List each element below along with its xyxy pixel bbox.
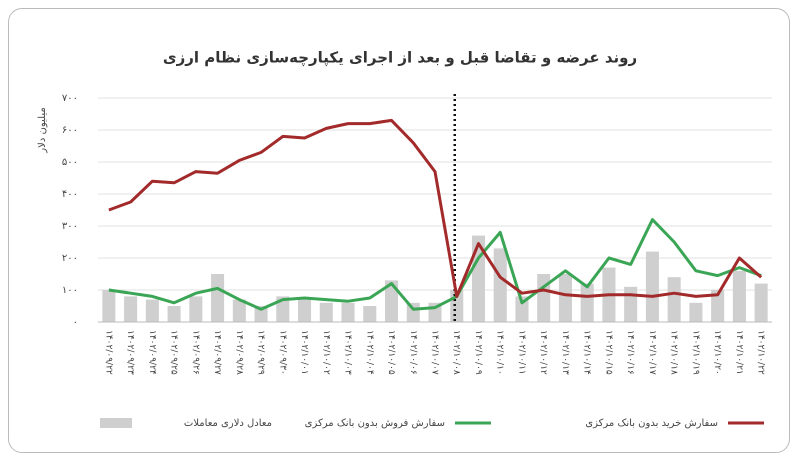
- bar: [276, 296, 290, 322]
- bar: [558, 274, 572, 322]
- bar: [189, 296, 203, 322]
- y-tick-label: ۳۰۰: [62, 221, 78, 232]
- chart-card: [8, 8, 790, 453]
- x-tick-label: ۱۴۰۲/۱۰/۱۲: [538, 330, 548, 375]
- line: [108, 118, 763, 298]
- x-tick-label: ۱۴۰۲/۱۰/۱۱: [516, 330, 526, 375]
- legend-label: معادل دلاری معاملات: [184, 418, 272, 429]
- x-tick-label: ۱۴۰۲/۰۹/۲۷: [212, 330, 222, 375]
- y-tick-label: ۶۰۰: [62, 125, 78, 136]
- bar: [580, 283, 594, 322]
- bar: [298, 298, 312, 322]
- x-tick-label: ۱۴۰۲/۰۹/۲۶: [190, 330, 200, 375]
- line: [108, 218, 762, 311]
- y-tick-label: ۱۰۰: [62, 285, 78, 296]
- x-tick-label: ۱۴۰۲/۱۰/۰۶: [408, 330, 418, 375]
- x-tick-label: ۱۴۰۲/۱۰/۲۱: [734, 330, 744, 375]
- bar: [341, 302, 355, 322]
- y-tick-label: ۷۰۰: [62, 93, 78, 104]
- y-tick-label: ۴۰۰: [62, 189, 78, 200]
- y-tick-label: ۰: [73, 317, 78, 328]
- bar: [689, 302, 703, 322]
- x-tick-label: ۱۴۰۲/۱۰/۱۰: [495, 330, 505, 375]
- bar: [515, 296, 529, 322]
- legend-label: سفارش خرید بدون بانک مرکزی: [585, 418, 718, 429]
- x-tick-label: ۱۴۰۲/۱۰/۲۲: [756, 330, 766, 375]
- x-tick-label: ۱۴۰۲/۱۰/۱۴: [582, 330, 592, 375]
- bar: [667, 277, 681, 322]
- bar: [124, 296, 138, 322]
- x-tick-label: ۱۴۰۲/۱۰/۰۳: [343, 330, 353, 375]
- bar: [537, 274, 551, 322]
- bar: [471, 235, 486, 322]
- bar: [645, 251, 659, 322]
- bar: [624, 286, 638, 322]
- bar: [319, 302, 333, 322]
- bar: [493, 248, 507, 322]
- bar: [754, 283, 768, 322]
- x-tick-label: ۱۴۰۲/۱۰/۰۹: [473, 330, 483, 375]
- x-tick-label: ۱۴۰۲/۱۰/۱۵: [603, 330, 613, 375]
- x-tick-label: ۱۴۰۲/۰۹/۲۵: [169, 330, 179, 375]
- x-tick-label: ۱۴۰۲/۱۰/۱۷: [647, 330, 657, 375]
- bar: [384, 280, 399, 322]
- x-tick-label: ۱۴۰۲/۰۹/۲۳: [125, 330, 135, 375]
- bar: [254, 306, 268, 322]
- bar: [211, 274, 225, 322]
- x-tick-label: ۱۴۰۲/۰۹/۲۸: [234, 330, 244, 375]
- x-tick-label: ۱۴۰۲/۱۰/۱۶: [625, 330, 635, 375]
- bar: [102, 290, 116, 322]
- y-tick-label: ۵۰۰: [62, 157, 78, 168]
- x-tick-label: ۱۴۰۲/۱۰/۲۰: [712, 330, 722, 375]
- x-tick-label: ۱۴۰۲/۱۰/۱۹: [690, 330, 700, 375]
- x-tick-label: ۱۴۰۲/۱۰/۱۳: [560, 330, 570, 375]
- chart-title: روند عرضه و تقاضا قبل و بعد از اجرای یکپ…: [163, 49, 637, 68]
- x-tick-label: ۱۴۰۲/۱۰/۰۸: [451, 330, 461, 375]
- bar: [167, 306, 181, 322]
- x-tick-label: ۱۴۰۲/۱۰/۰۱: [299, 330, 309, 375]
- x-tick-label: ۱۴۰۲/۱۰/۰۲: [321, 330, 331, 375]
- bar: [232, 299, 246, 322]
- x-tick-label: ۱۴۰۲/۰۹/۲۴: [147, 330, 157, 375]
- bar: [363, 306, 377, 322]
- x-tick-label: ۱۴۰۲/۱۰/۰۵: [386, 330, 396, 375]
- legend-swatch: [100, 418, 132, 428]
- x-tick-label: ۱۴۰۲/۰۹/۲۹: [256, 330, 266, 375]
- bar: [732, 270, 746, 322]
- x-tick-label: ۱۴۰۲/۱۰/۰۷: [430, 330, 440, 375]
- bar: [145, 299, 159, 322]
- x-tick-label: ۱۴۰۲/۱۰/۱۸: [669, 330, 679, 375]
- x-tick-label: ۱۴۰۲/۰۹/۳۰: [277, 330, 287, 375]
- bar: [711, 290, 725, 322]
- y-axis-title: میلیون دلار: [37, 107, 48, 153]
- x-tick-label: ۱۴۰۲/۱۰/۰۴: [364, 330, 374, 375]
- x-tick-label: ۱۴۰۲/۰۹/۲۲: [103, 330, 113, 375]
- y-tick-label: ۲۰۰: [62, 253, 78, 264]
- legend-label: سفارش فروش بدون بانک مرکزی: [305, 418, 445, 429]
